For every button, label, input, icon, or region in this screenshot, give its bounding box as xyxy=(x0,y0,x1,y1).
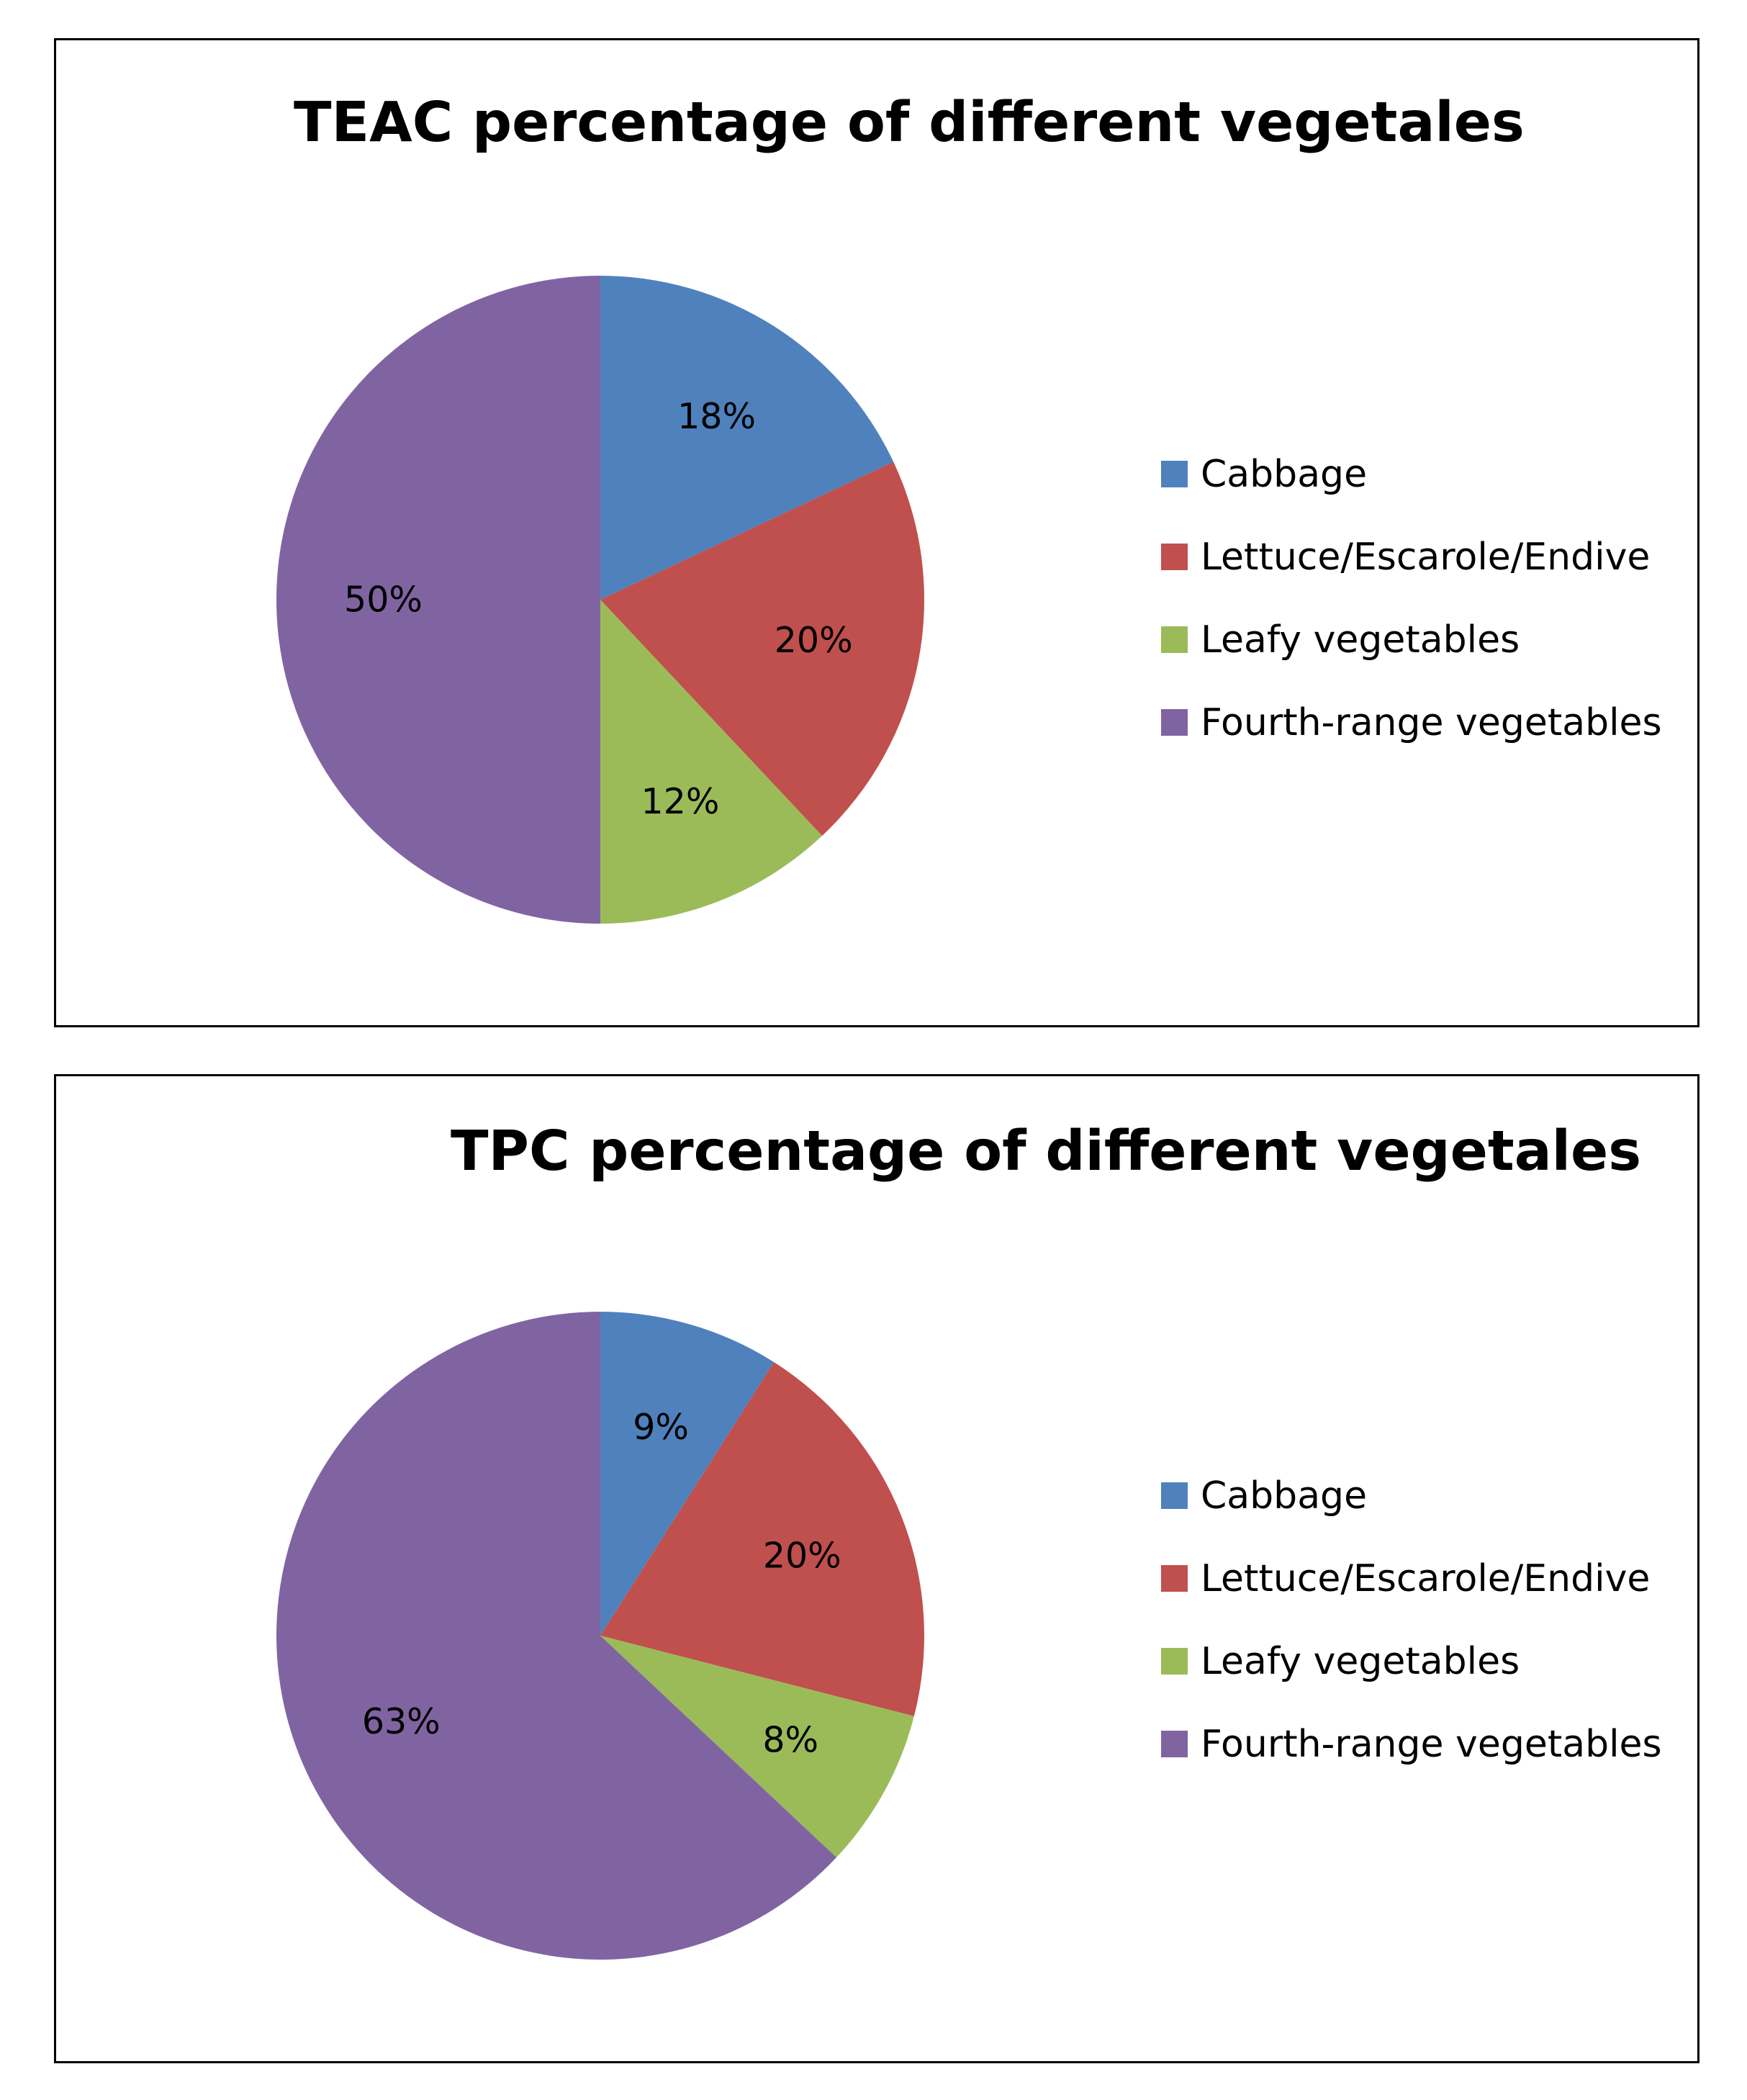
legend-item-cabbage: Cabbage xyxy=(1161,1454,1662,1537)
legend-label: Leafy vegetables xyxy=(1201,618,1520,662)
legend-item-lettuce: Lettuce/Escarole/Endive xyxy=(1161,1537,1662,1620)
pie-slice-lettuce-escarole-endive xyxy=(600,1362,924,1716)
legend-swatch xyxy=(1161,1731,1188,1757)
legend-label: Lettuce/Escarole/Endive xyxy=(1201,535,1651,579)
data-label-lettuce-escarole-endive: 20% xyxy=(763,1536,841,1577)
legend-swatch xyxy=(1161,709,1188,736)
legend-item-fourth-range: Fourth-range vegetables xyxy=(1161,1703,1662,1785)
legend-swatch xyxy=(1161,461,1188,487)
legend-item-fourth-range: Fourth-range vegetables xyxy=(1161,681,1662,764)
data-label-cabbage: 9% xyxy=(633,1407,689,1448)
legend-swatch xyxy=(1161,626,1188,653)
data-label-cabbage: 18% xyxy=(677,396,756,437)
pie-slice-fourth-range-vegetables xyxy=(276,276,600,924)
tpc-chart-panel: TPC percentage of different vegetales 9%… xyxy=(54,1074,1699,2063)
pie-plot: 9% 20% 8% 63% xyxy=(276,1312,924,1960)
data-label-leafy-vegetables: 8% xyxy=(762,1720,818,1761)
pie-slice-leafy-vegetables xyxy=(600,600,823,924)
data-label-fourth-range-vegetables: 63% xyxy=(362,1701,441,1742)
data-label-leafy-vegetables: 12% xyxy=(641,781,720,822)
chart-legend: Cabbage Lettuce/Escarole/Endive Leafy ve… xyxy=(1161,1454,1662,1785)
pie-slice-cabbage xyxy=(600,1312,775,1636)
pie-slice-lettuce-escarole-endive xyxy=(600,461,925,837)
legend-label: Fourth-range vegetables xyxy=(1201,1722,1662,1766)
teac-chart-panel: TEAC percentage of different vegetales 1… xyxy=(54,38,1699,1027)
pie-slice-cabbage xyxy=(600,276,894,600)
legend-label: Cabbage xyxy=(1201,1474,1368,1518)
chart-title: TEAC percentage of different vegetales xyxy=(294,91,1525,155)
legend-item-leafy: Leafy vegetables xyxy=(1161,598,1662,681)
pie-plot: 18% 20% 12% 50% xyxy=(276,276,925,924)
legend-label: Fourth-range vegetables xyxy=(1201,700,1662,744)
chart-legend: Cabbage Lettuce/Escarole/Endive Leafy ve… xyxy=(1161,433,1662,764)
data-label-lettuce-escarole-endive: 20% xyxy=(775,620,853,661)
legend-swatch xyxy=(1161,1648,1188,1675)
legend-swatch xyxy=(1161,1565,1188,1592)
legend-item-cabbage: Cabbage xyxy=(1161,433,1662,515)
legend-label: Cabbage xyxy=(1201,452,1368,496)
legend-label: Leafy vegetables xyxy=(1201,1639,1520,1683)
legend-item-lettuce: Lettuce/Escarole/Endive xyxy=(1161,515,1662,598)
legend-label: Lettuce/Escarole/Endive xyxy=(1201,1556,1651,1600)
legend-swatch xyxy=(1161,544,1188,570)
pie-slice-leafy-vegetables xyxy=(600,1636,914,1858)
pie-slice-fourth-range-vegetables xyxy=(276,1312,837,1960)
data-label-fourth-range-vegetables: 50% xyxy=(344,580,423,621)
legend-item-leafy: Leafy vegetables xyxy=(1161,1620,1662,1703)
chart-title: TPC percentage of different vegetales xyxy=(451,1119,1642,1184)
legend-swatch xyxy=(1161,1482,1188,1509)
